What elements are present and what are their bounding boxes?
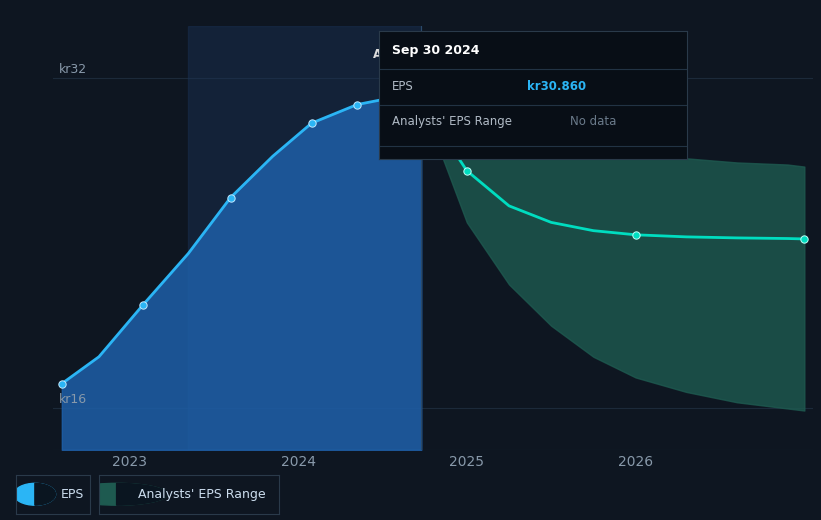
- Text: Analysts Forecasts: Analysts Forecasts: [435, 48, 544, 61]
- Point: [415, 97, 428, 106]
- Text: Sep 30 2024: Sep 30 2024: [392, 44, 479, 57]
- Point: [351, 100, 364, 109]
- Text: No data: No data: [570, 115, 617, 128]
- Text: EPS: EPS: [392, 80, 413, 93]
- Point: [798, 235, 811, 243]
- Text: kr30.860: kr30.860: [527, 80, 586, 93]
- Text: Analysts' EPS Range: Analysts' EPS Range: [392, 115, 511, 128]
- Wedge shape: [34, 484, 56, 505]
- Point: [136, 301, 149, 309]
- Point: [415, 97, 428, 106]
- Text: kr32: kr32: [58, 62, 86, 75]
- Point: [305, 119, 319, 127]
- Text: Analysts' EPS Range: Analysts' EPS Range: [138, 488, 266, 501]
- Point: [224, 193, 237, 202]
- Point: [55, 380, 68, 388]
- Text: EPS: EPS: [61, 488, 84, 501]
- Circle shape: [66, 484, 167, 505]
- Circle shape: [14, 484, 56, 505]
- Point: [461, 166, 474, 175]
- Bar: [188, 26, 421, 450]
- Point: [629, 231, 642, 239]
- Wedge shape: [117, 484, 167, 505]
- Text: Actual: Actual: [373, 48, 415, 61]
- Text: kr16: kr16: [58, 394, 86, 407]
